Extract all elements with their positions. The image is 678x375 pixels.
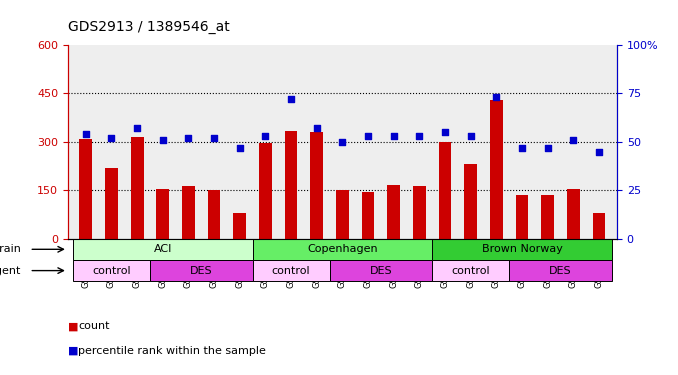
Bar <box>259 144 272 238</box>
Point <box>337 139 348 145</box>
Point <box>542 145 553 151</box>
Point <box>388 133 399 139</box>
Bar <box>336 190 348 238</box>
Bar <box>490 100 503 238</box>
Text: control: control <box>92 266 131 276</box>
Point <box>183 135 194 141</box>
Point <box>568 137 579 143</box>
Text: Brown Norway: Brown Norway <box>481 244 563 254</box>
Text: ■: ■ <box>68 321 78 331</box>
Text: percentile rank within the sample: percentile rank within the sample <box>78 346 266 355</box>
Bar <box>79 139 92 238</box>
Point <box>80 131 91 137</box>
Bar <box>182 186 195 238</box>
Point <box>517 145 527 151</box>
Text: ■: ■ <box>68 346 78 355</box>
Text: Copenhagen: Copenhagen <box>307 244 378 254</box>
Bar <box>361 192 374 238</box>
Point <box>260 133 271 139</box>
Bar <box>464 164 477 238</box>
Text: agent: agent <box>0 266 21 276</box>
Bar <box>285 130 298 238</box>
Bar <box>150 260 253 281</box>
Point <box>439 129 450 135</box>
Point <box>491 94 502 100</box>
Bar <box>593 213 605 238</box>
Text: DES: DES <box>549 266 572 276</box>
Bar <box>509 260 612 281</box>
Point <box>285 96 296 102</box>
Point <box>209 135 220 141</box>
Bar <box>567 189 580 238</box>
Bar <box>541 195 554 238</box>
Bar <box>253 260 330 281</box>
Point <box>414 133 425 139</box>
Text: GDS2913 / 1389546_at: GDS2913 / 1389546_at <box>68 20 230 34</box>
Bar <box>233 213 246 238</box>
Bar <box>207 190 220 238</box>
Point <box>132 125 142 131</box>
Point <box>465 133 476 139</box>
Text: DES: DES <box>190 266 213 276</box>
Bar <box>439 142 452 238</box>
Text: count: count <box>78 321 109 331</box>
Text: DES: DES <box>370 266 392 276</box>
Bar <box>432 238 612 260</box>
Text: strain: strain <box>0 244 21 254</box>
Bar <box>131 137 144 238</box>
Bar <box>105 168 118 238</box>
Bar <box>73 260 150 281</box>
Point <box>311 125 322 131</box>
Bar <box>253 238 432 260</box>
Bar <box>311 132 323 238</box>
Text: control: control <box>272 266 311 276</box>
Bar <box>515 195 528 238</box>
Text: ACI: ACI <box>153 244 172 254</box>
Bar <box>387 185 400 238</box>
Bar <box>432 260 509 281</box>
Bar <box>413 186 426 238</box>
Bar <box>330 260 432 281</box>
Bar <box>73 238 253 260</box>
Point <box>594 148 605 154</box>
Text: control: control <box>452 266 490 276</box>
Bar <box>157 189 170 238</box>
Point <box>157 137 168 143</box>
Point <box>235 145 245 151</box>
Point <box>363 133 374 139</box>
Point <box>106 135 117 141</box>
